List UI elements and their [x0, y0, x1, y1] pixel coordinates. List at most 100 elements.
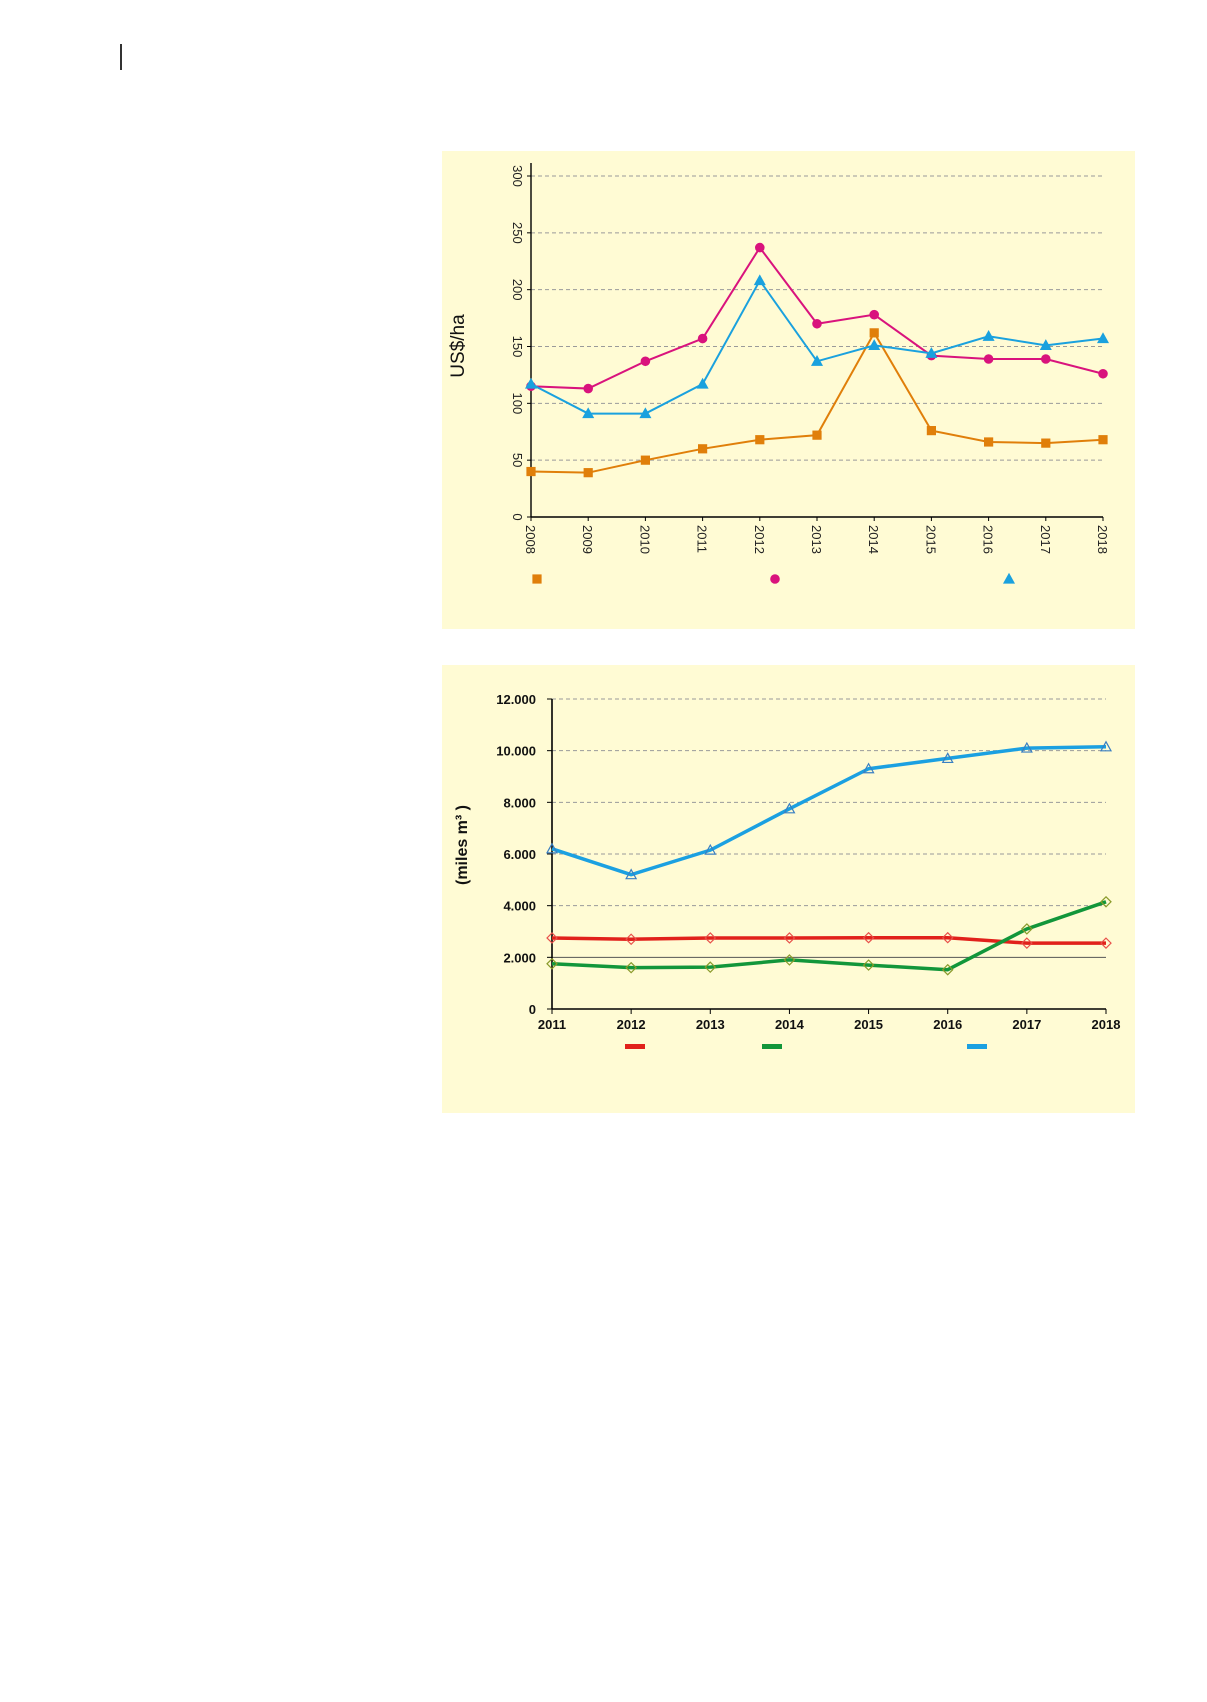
- data-point: [783, 802, 796, 814]
- data-point: [546, 957, 558, 970]
- x-tick-label: 2012: [617, 1017, 646, 1032]
- x-tick-label: 2010: [637, 525, 652, 554]
- x-tick-label: 2009: [580, 525, 595, 554]
- y-tick-label: 150: [510, 336, 525, 358]
- series-1: [546, 931, 1112, 949]
- y-tick-label: 0: [510, 513, 525, 520]
- legend-swatch-2: [762, 1044, 782, 1049]
- y-tick-label: 2.000: [503, 950, 536, 965]
- data-point: [583, 383, 593, 394]
- series-line: [551, 745, 1107, 877]
- data-point: [783, 954, 796, 966]
- data-point: [1040, 354, 1051, 364]
- data-point: [862, 959, 875, 971]
- x-tick-label: 2013: [809, 525, 824, 554]
- y-tick-label: 8.000: [503, 795, 536, 810]
- legend-marker-3: [1002, 572, 1016, 584]
- y-tick-label: 300: [510, 165, 525, 187]
- data-point: [582, 407, 595, 419]
- data-point: [925, 347, 938, 358]
- data-point: [698, 444, 708, 454]
- chart-panel-cost-per-hectare: 0 50 100 150 200 250 300 2008 2009 2010 2011 2012 20…: [442, 151, 1135, 629]
- legend-swatch-1: [625, 1044, 645, 1049]
- data-point: [1096, 332, 1110, 344]
- data-point: [926, 426, 936, 436]
- data-point: [704, 961, 717, 973]
- x-tick-label: 2017: [1012, 1017, 1041, 1032]
- data-point: [755, 435, 765, 445]
- data-point: [640, 356, 651, 367]
- data-point: [1021, 937, 1033, 949]
- data-point: [696, 377, 709, 389]
- data-point: [982, 330, 995, 341]
- legend-marker-2: [770, 574, 780, 584]
- y-tick-label: 100: [510, 392, 525, 414]
- data-point: [526, 466, 536, 477]
- data-point: [1100, 895, 1112, 908]
- data-point: [697, 333, 708, 344]
- data-point: [1020, 741, 1033, 753]
- chart-panel-volume: 0 2.000 4.000 6.000 8.000 10.000 12.000 2011 201…: [442, 665, 1135, 1113]
- series-2: [546, 895, 1112, 976]
- y-tick-label: 200: [510, 279, 525, 301]
- data-point: [941, 752, 954, 764]
- data-point: [1098, 368, 1108, 379]
- series-1: [526, 328, 1108, 478]
- y-tick-label: 250: [510, 222, 525, 244]
- data-point: [1100, 937, 1112, 949]
- series-3: [524, 274, 1110, 419]
- data-point: [810, 355, 824, 366]
- data-point: [868, 339, 881, 350]
- data-point: [983, 437, 994, 447]
- chart-2-svg: 0 2.000 4.000 6.000 8.000 10.000 12.000 2011 201…: [454, 692, 1120, 1049]
- y-axis-title: (miles m³ ): [454, 805, 471, 885]
- x-tick-label: 2012: [752, 525, 767, 554]
- x-tick-label: 2015: [923, 525, 938, 554]
- data-point: [754, 242, 765, 253]
- data-point: [869, 309, 879, 320]
- y-tick-label: 10.000: [496, 744, 536, 759]
- series-line: [530, 278, 1104, 415]
- x-tick-label: 2008: [523, 525, 538, 554]
- data-point: [583, 468, 593, 478]
- x-tick-label: 2013: [696, 1017, 725, 1032]
- data-point: [1041, 438, 1051, 448]
- series-line: [551, 900, 1107, 972]
- x-tick-label: 2011: [695, 525, 710, 553]
- series-line: [530, 330, 1104, 474]
- y-tick-label: 0: [529, 1002, 536, 1017]
- x-tick-label: 2011: [538, 1017, 566, 1032]
- data-point: [753, 274, 766, 286]
- data-point: [1021, 923, 1033, 935]
- data-point: [1098, 435, 1108, 445]
- x-tick-label: 2017: [1038, 525, 1053, 554]
- x-tick-label: 2014: [775, 1017, 805, 1032]
- data-point: [625, 961, 637, 974]
- x-tick-label: 2018: [1095, 525, 1110, 554]
- data-point: [625, 933, 637, 946]
- x-tick-label: 2014: [866, 525, 881, 554]
- x-tick-label: 2016: [981, 525, 996, 554]
- y-axis-title: US$/ha: [448, 314, 469, 378]
- data-point: [704, 843, 717, 855]
- data-point: [625, 868, 638, 880]
- data-point: [862, 762, 875, 774]
- x-tick-label: 2016: [933, 1017, 962, 1032]
- legend-swatch-3: [967, 1044, 987, 1049]
- data-point: [812, 318, 822, 329]
- legend-marker-1: [532, 574, 542, 584]
- data-point: [524, 377, 538, 389]
- data-point: [639, 407, 652, 419]
- data-point: [941, 931, 954, 944]
- data-point: [545, 842, 559, 854]
- series-2: [526, 242, 1108, 394]
- y-tick-label: 12.000: [496, 692, 536, 707]
- data-point: [869, 328, 879, 338]
- series-line: [530, 245, 1104, 390]
- data-point: [1099, 740, 1113, 752]
- series-line: [551, 935, 1106, 945]
- data-point: [783, 932, 796, 944]
- data-point: [862, 931, 875, 944]
- series-3: [545, 740, 1113, 880]
- data-point: [812, 430, 822, 440]
